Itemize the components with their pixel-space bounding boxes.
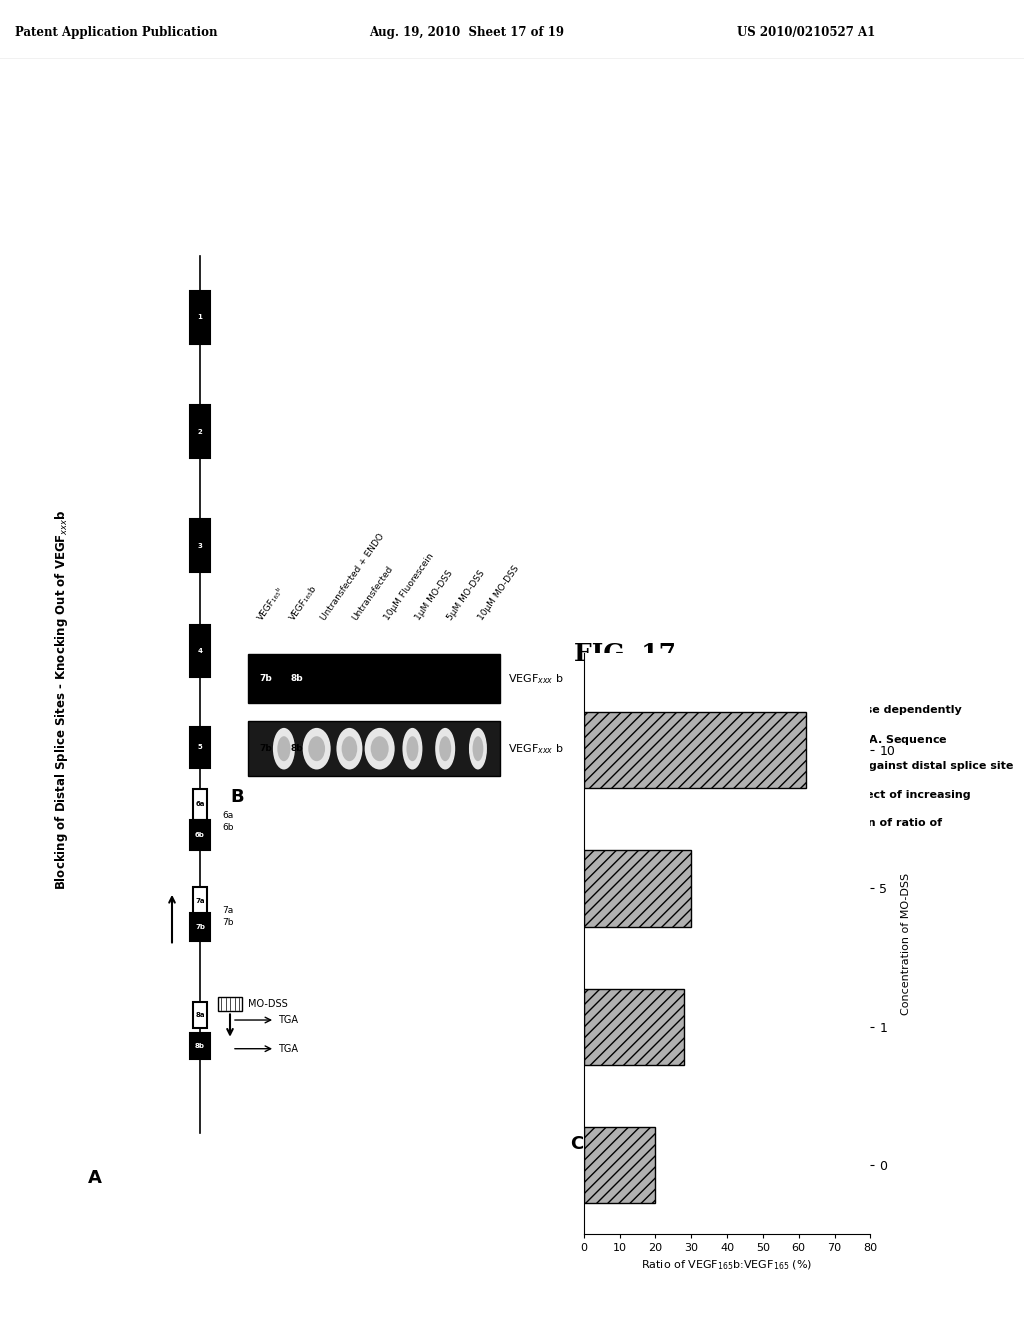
Bar xyxy=(193,887,207,915)
Bar xyxy=(584,1127,655,1203)
Bar xyxy=(190,913,210,941)
Text: 8b: 8b xyxy=(195,1043,205,1048)
Text: VEGF₁₆₅ᵇ: VEGF₁₆₅ᵇ xyxy=(256,585,286,622)
Bar xyxy=(248,655,500,702)
Ellipse shape xyxy=(371,737,389,762)
Bar xyxy=(190,405,210,458)
Text: 4: 4 xyxy=(198,648,203,653)
Text: Aug. 19, 2010  Sheet 17 of 19: Aug. 19, 2010 Sheet 17 of 19 xyxy=(369,26,563,40)
Bar xyxy=(190,624,210,677)
Text: A: A xyxy=(88,1168,101,1187)
Text: Morpholino treatment of HEK cells can dose dependently: Morpholino treatment of HEK cells can do… xyxy=(605,705,962,715)
Text: Blocking of Distal Splice Sites - Knocking Out of VEGF$_{xxx}$b: Blocking of Distal Splice Sites - Knocki… xyxy=(53,510,71,890)
Ellipse shape xyxy=(337,727,362,770)
Y-axis label: Concentration of MO-DSS: Concentration of MO-DSS xyxy=(901,873,911,1015)
Bar xyxy=(584,850,691,927)
Text: 6b: 6b xyxy=(222,824,233,833)
Text: diagram showing location of morpholino against distal splice site: diagram showing location of morpholino a… xyxy=(605,762,1014,771)
Text: 1: 1 xyxy=(198,314,203,321)
Text: 3: 3 xyxy=(198,543,203,549)
Text: 6b: 6b xyxy=(195,832,205,838)
Bar xyxy=(193,789,207,820)
Text: 6a: 6a xyxy=(222,812,233,820)
Text: 7b: 7b xyxy=(222,917,233,927)
Text: 10μM MO-DSS: 10μM MO-DSS xyxy=(477,564,521,622)
Ellipse shape xyxy=(472,737,483,762)
Text: Patent Application Publication: Patent Application Publication xyxy=(15,26,218,40)
Text: TGA: TGA xyxy=(278,1015,298,1026)
Text: 8b: 8b xyxy=(291,675,303,684)
Text: TGA: TGA xyxy=(278,1044,298,1053)
Text: VEGF$_{xxx}$ b: VEGF$_{xxx}$ b xyxy=(508,742,564,755)
Bar xyxy=(190,727,210,767)
Text: 10μM Fluorescein: 10μM Fluorescein xyxy=(382,552,435,622)
Ellipse shape xyxy=(435,727,456,770)
Text: VEGF$_{165}$b:VEGF$_{165}$ by densitometry.: VEGF$_{165}$b:VEGF$_{165}$ by densitomet… xyxy=(605,846,826,861)
Text: Untransfected: Untransfected xyxy=(351,564,395,622)
Ellipse shape xyxy=(278,737,291,762)
Text: VEGF₁₆₅b: VEGF₁₆₅b xyxy=(288,583,318,622)
Ellipse shape xyxy=(342,737,357,762)
Text: 5μM MO-DSS: 5μM MO-DSS xyxy=(445,569,486,622)
Text: 7b: 7b xyxy=(259,744,272,754)
Bar xyxy=(584,713,806,788)
Text: (MO-DSS). B. RT-PCR reaction showing effect of increasing: (MO-DSS). B. RT-PCR reaction showing eff… xyxy=(605,789,971,800)
Text: 7b: 7b xyxy=(259,675,272,684)
Bar xyxy=(584,989,684,1065)
Text: 7b: 7b xyxy=(195,924,205,931)
Bar xyxy=(218,998,242,1011)
Text: VEGF$_{xxx}$ b: VEGF$_{xxx}$ b xyxy=(508,672,564,685)
Ellipse shape xyxy=(402,727,423,770)
Text: 8a: 8a xyxy=(196,1012,205,1018)
Text: 8b: 8b xyxy=(291,744,303,754)
Text: 7a: 7a xyxy=(196,898,205,904)
Ellipse shape xyxy=(439,737,452,762)
Ellipse shape xyxy=(303,727,331,770)
Bar xyxy=(193,1002,207,1028)
Ellipse shape xyxy=(273,727,295,770)
Bar xyxy=(190,519,210,572)
Bar xyxy=(248,721,500,776)
Text: 7a: 7a xyxy=(222,906,233,915)
Text: 5: 5 xyxy=(198,744,203,750)
Text: 6a: 6a xyxy=(196,801,205,808)
X-axis label: Ratio of VEGF$_{165}$b:VEGF$_{165}$ (%): Ratio of VEGF$_{165}$b:VEGF$_{165}$ (%) xyxy=(641,1259,813,1272)
Ellipse shape xyxy=(308,737,325,762)
Text: reduce the ratio of VEGF$_{165}$b:VEGF$_{165}$ (%). A. Sequence: reduce the ratio of VEGF$_{165}$b:VEGF$_… xyxy=(605,733,948,747)
Text: concentration of MO-DSS. C. Quantification of ratio of: concentration of MO-DSS. C. Quantificati… xyxy=(605,818,942,828)
Text: 1μM MO-DSS: 1μM MO-DSS xyxy=(414,569,455,622)
Text: B: B xyxy=(230,788,244,805)
Text: FIG. 17: FIG. 17 xyxy=(574,643,676,667)
Bar xyxy=(190,292,210,343)
Text: 2: 2 xyxy=(198,429,203,434)
Text: MO-DSS: MO-DSS xyxy=(248,999,288,1010)
Ellipse shape xyxy=(407,737,419,762)
Bar xyxy=(190,1032,210,1059)
Bar xyxy=(190,820,210,850)
Text: C: C xyxy=(570,1135,584,1152)
Ellipse shape xyxy=(365,727,394,770)
Text: US 2010/0210527 A1: US 2010/0210527 A1 xyxy=(737,26,876,40)
Text: Untransfected + ENDO: Untransfected + ENDO xyxy=(319,532,386,622)
Ellipse shape xyxy=(469,727,487,770)
